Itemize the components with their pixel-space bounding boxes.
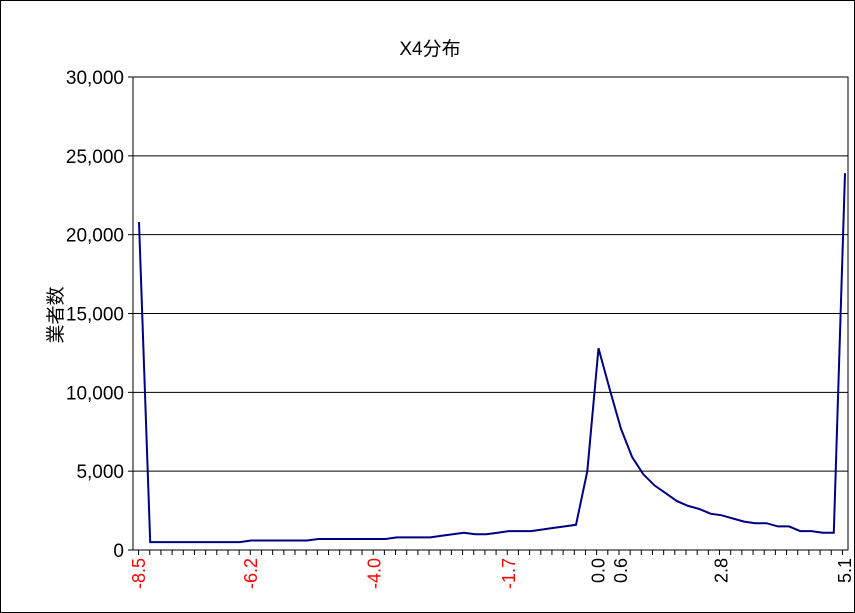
x-tick-label: 2.8 [712,558,732,583]
y-axis-ticks: 0 5,000 10,000 15,000 20,000 25,000 30,000 [66,68,133,562]
y-tick-label: 5,000 [76,462,124,483]
gridlines [133,155,848,472]
y-axis-label: 業者数 [45,286,67,343]
y-tick-label: 20,000 [66,226,124,247]
y-tick-label: 10,000 [66,383,124,404]
chart-title: X4分布 [399,38,460,60]
y-tick-label: 15,000 [66,305,124,326]
x-tick-label: -6.2 [241,558,261,589]
x-tick-label: -4.0 [364,558,384,589]
x-tick-label: 0.6 [611,558,631,583]
x-tick-label: 0.0 [588,558,608,583]
y-tick-label: 25,000 [66,147,124,168]
x-tick-label: -1.7 [499,558,519,589]
x-tick-label: -8.5 [129,558,149,589]
series-line [138,173,846,544]
y-tick-label: 0 [113,541,124,562]
x-axis-ticks: -8.5 -6.2 -4.0 -1.7 0.0 0.6 2.8 5.1 [129,550,855,589]
x-tick-label: 5.1 [835,558,855,583]
y-tick-label: 30,000 [66,68,124,89]
